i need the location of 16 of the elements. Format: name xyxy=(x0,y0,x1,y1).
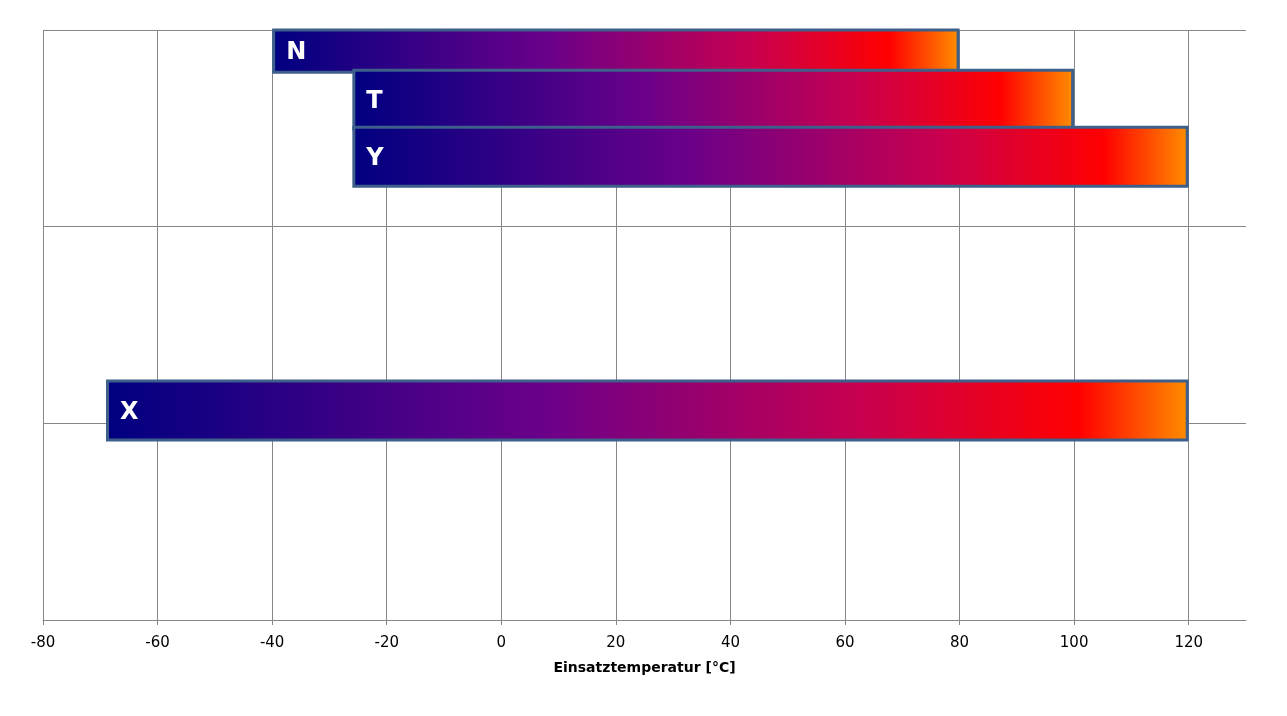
series-label: T xyxy=(366,85,384,114)
x-tick-label: -40 xyxy=(259,632,285,651)
x-tick-label: 100 xyxy=(1059,632,1089,651)
series-label: X xyxy=(120,396,140,425)
x-tick-label: 0 xyxy=(496,632,507,651)
series-label: N xyxy=(286,37,307,66)
x-tick-label: 120 xyxy=(1174,632,1204,651)
x-axis-title: Einsatztemperatur [°C] xyxy=(553,659,736,675)
series-label: Y xyxy=(365,142,385,171)
x-tick-label: -80 xyxy=(30,632,56,651)
x-tick-label: 40 xyxy=(720,632,740,651)
x-tick-label: -20 xyxy=(374,632,399,651)
x-tick-label: 20 xyxy=(606,632,626,651)
x-tick-label: 60 xyxy=(835,632,855,651)
x-tick-label: -60 xyxy=(145,632,170,651)
x-tick-label: 80 xyxy=(950,632,970,651)
